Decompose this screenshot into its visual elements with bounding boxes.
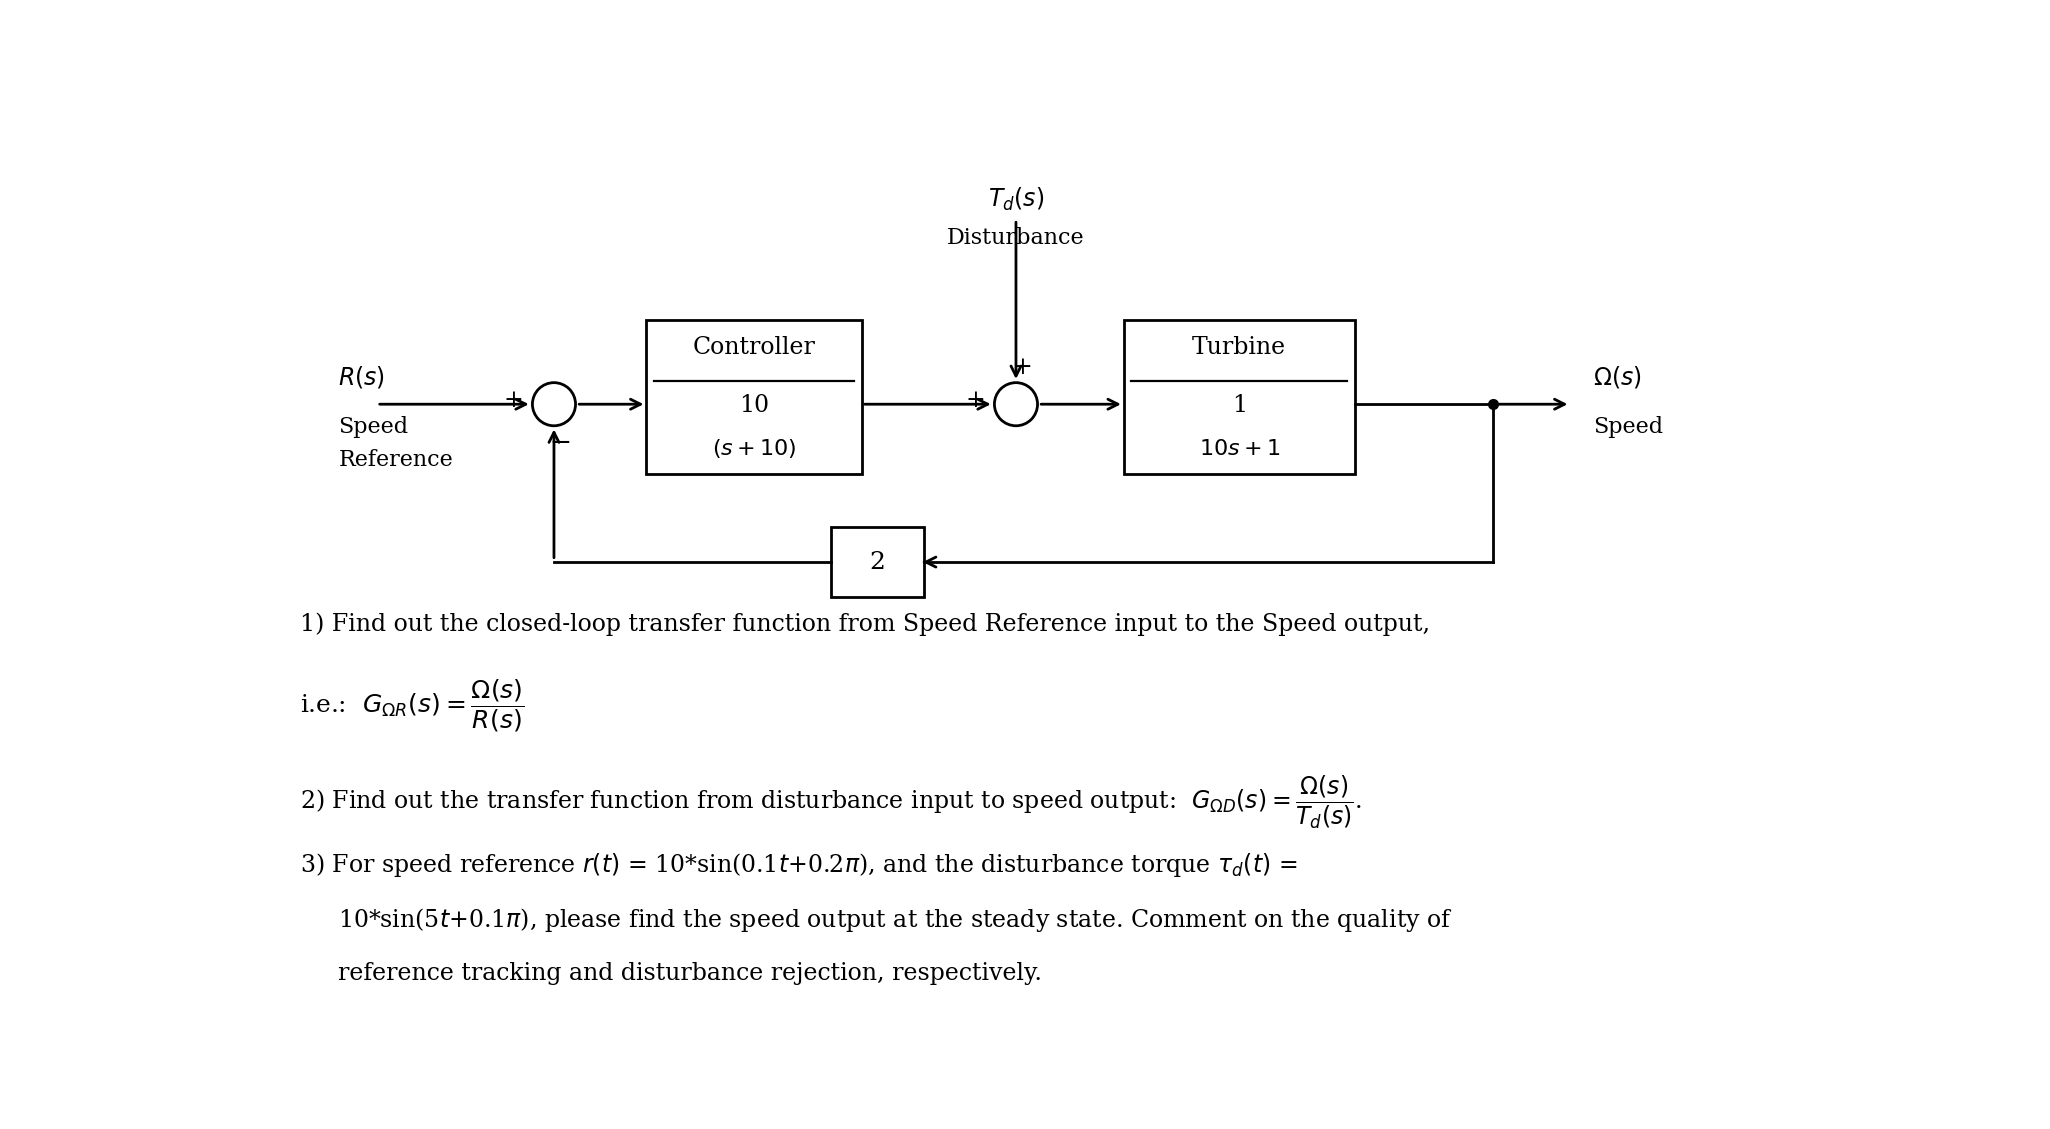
- Text: Controller: Controller: [693, 335, 816, 359]
- Text: 2) Find out the transfer function from disturbance input to speed output:  $G_{\: 2) Find out the transfer function from d…: [299, 773, 1361, 831]
- Text: +: +: [504, 388, 523, 412]
- Text: 3) For speed reference $r(t)$ = 10*sin(0.1$t$+0.2$\pi$), and the disturbance tor: 3) For speed reference $r(t)$ = 10*sin(0…: [299, 851, 1298, 878]
- Circle shape: [533, 383, 576, 426]
- Bar: [830, 527, 925, 597]
- Circle shape: [994, 383, 1037, 426]
- Text: Speed: Speed: [338, 415, 408, 438]
- Text: 1) Find out the closed-loop transfer function from Speed Reference input to the : 1) Find out the closed-loop transfer fun…: [299, 612, 1431, 636]
- Text: $(s+10)$: $(s+10)$: [711, 437, 797, 461]
- Text: Disturbance: Disturbance: [947, 227, 1084, 248]
- Bar: [1123, 320, 1355, 473]
- Text: $T_d(s)$: $T_d(s)$: [988, 186, 1043, 213]
- Text: +: +: [966, 388, 986, 412]
- Text: 10*sin(5$t$+0.1$\pi$), please find the speed output at the steady state. Comment: 10*sin(5$t$+0.1$\pi$), please find the s…: [338, 907, 1453, 935]
- Text: Turbine: Turbine: [1193, 335, 1285, 359]
- Text: 10: 10: [740, 394, 769, 418]
- Text: $R(s)$: $R(s)$: [338, 365, 385, 391]
- Text: i.e.:  $G_{\Omega R}(s)=\dfrac{\Omega(s)}{R(s)}$: i.e.: $G_{\Omega R}(s)=\dfrac{\Omega(s)}…: [299, 677, 525, 734]
- Text: +: +: [1013, 356, 1031, 378]
- Text: 1: 1: [1232, 394, 1246, 418]
- Text: −: −: [549, 430, 572, 455]
- Bar: [646, 320, 861, 473]
- Text: $10s+1$: $10s+1$: [1199, 438, 1279, 460]
- Text: 2: 2: [869, 551, 886, 574]
- Text: Reference: Reference: [338, 449, 453, 471]
- Text: $\Omega(s)$: $\Omega(s)$: [1593, 365, 1642, 391]
- Text: reference tracking and disturbance rejection, respectively.: reference tracking and disturbance rejec…: [338, 962, 1041, 986]
- Text: Speed: Speed: [1593, 415, 1665, 438]
